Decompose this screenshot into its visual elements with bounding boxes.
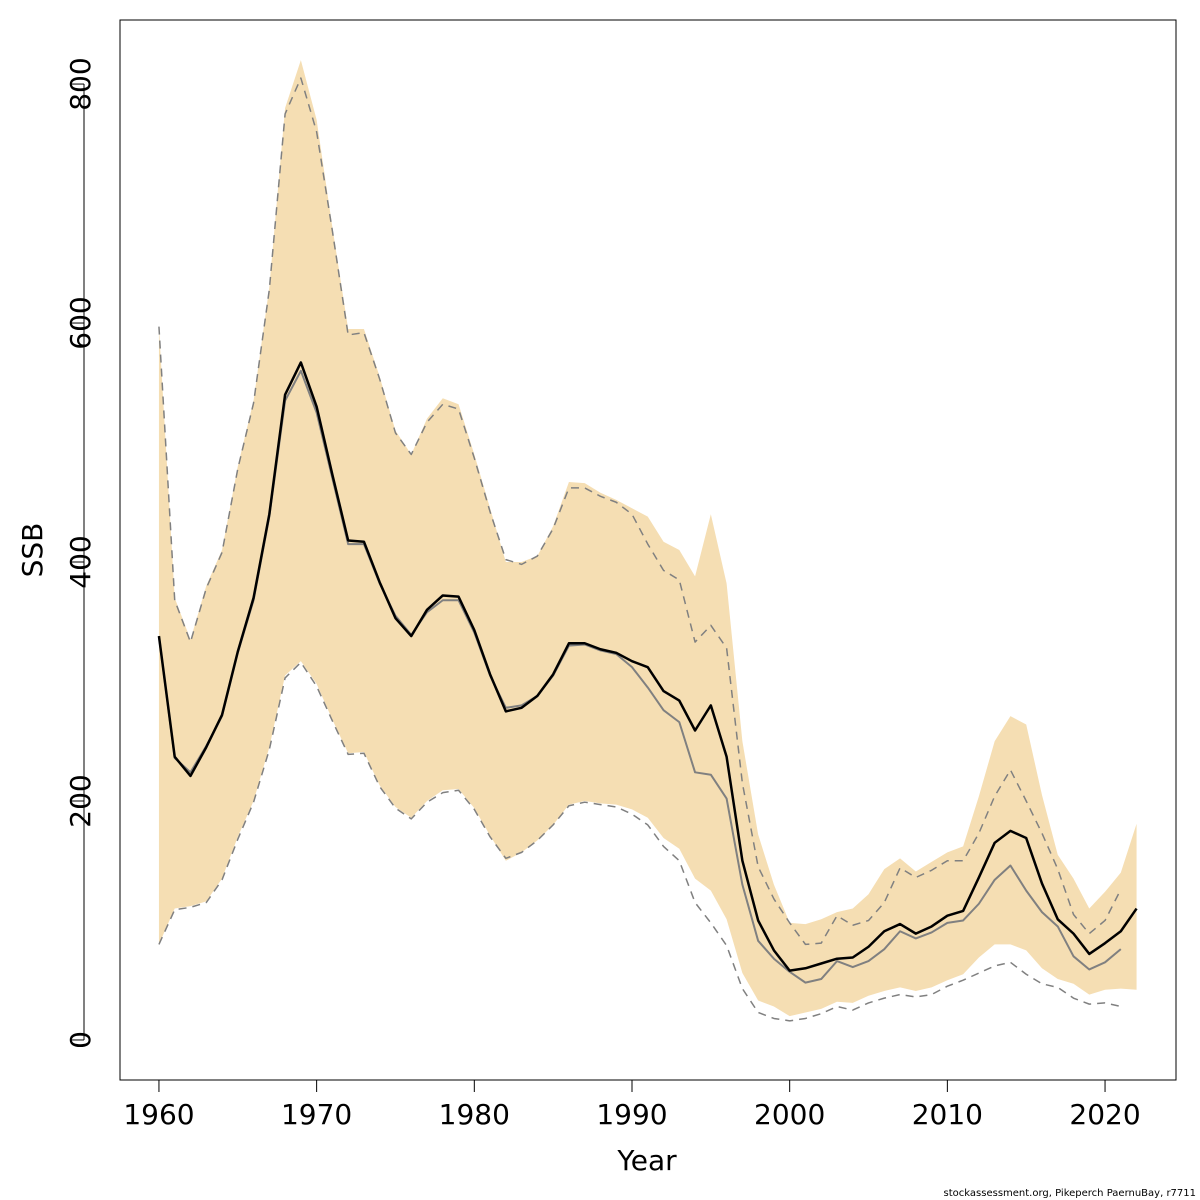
footer: stockassessment.org, Pikeperch PaernuBay… [944,1188,1196,1199]
y-axis-label: SSB [16,523,49,578]
y-tick-label: 0 [64,1031,97,1049]
x-tick-label: 1960 [123,1098,194,1131]
series-line [158,77,1122,946]
series-line [157,361,1138,972]
confidence-band [158,60,1137,1017]
x-tick-label: 1970 [281,1098,352,1131]
x-tick-label: 1990 [596,1098,667,1131]
x-axis-label: Year [616,1144,677,1177]
x-tick-label: 2000 [754,1098,825,1131]
series-line [157,369,1122,984]
plot-area [157,60,1138,1022]
y-tick-label: 600 [64,296,97,349]
y-tick-label: 400 [64,535,97,588]
x-tick-label: 2020 [1069,1098,1140,1131]
y-tick-label: 200 [64,774,97,827]
y-tick-label: 800 [64,57,97,110]
x-tick-label: 1980 [439,1098,510,1131]
x-tick-label: 2010 [912,1098,983,1131]
series-line [158,661,1121,1022]
